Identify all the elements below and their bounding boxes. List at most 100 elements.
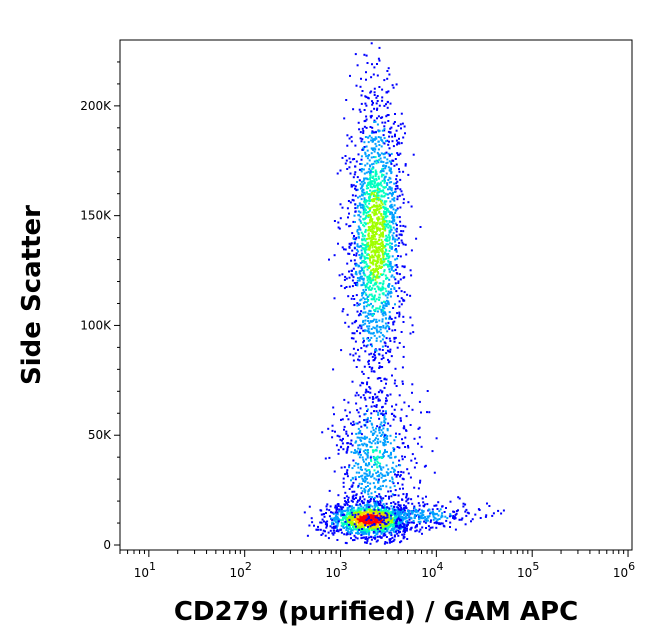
- event-dot: [356, 515, 359, 518]
- event-dot: [381, 338, 384, 341]
- event-dot: [363, 257, 366, 260]
- event-dot: [377, 288, 380, 291]
- event-dot: [381, 116, 384, 119]
- event-dot: [428, 411, 431, 414]
- event-dot: [356, 528, 359, 531]
- event-dot: [378, 431, 381, 434]
- event-dot: [377, 136, 380, 138]
- event-dot: [391, 255, 394, 258]
- event-dot: [378, 234, 381, 236]
- event-dot: [346, 469, 349, 472]
- event-dot: [364, 350, 367, 353]
- event-dot: [375, 282, 378, 285]
- event-dot: [332, 529, 335, 532]
- event-dot: [350, 242, 353, 245]
- event-dot: [348, 515, 351, 518]
- event-dot: [389, 186, 392, 189]
- event-dot: [378, 177, 380, 180]
- event-dot: [388, 283, 391, 286]
- event-dot: [350, 499, 353, 502]
- event-dot: [439, 508, 442, 511]
- event-dot: [382, 164, 385, 167]
- event-dot: [386, 296, 389, 299]
- event-dot: [384, 327, 387, 330]
- event-dot: [356, 181, 358, 183]
- event-dot: [351, 529, 354, 532]
- event-dot: [373, 269, 376, 272]
- event-dot: [440, 516, 443, 519]
- event-dot: [358, 195, 361, 198]
- event-dot: [383, 125, 386, 128]
- event-dot: [352, 276, 355, 279]
- event-dot: [361, 184, 364, 187]
- event-dot: [366, 383, 368, 386]
- event-dot: [357, 444, 360, 447]
- event-dot: [381, 473, 384, 476]
- event-dot: [363, 307, 366, 310]
- event-dot: [373, 318, 376, 321]
- event-dot: [377, 411, 380, 414]
- event-dot: [362, 323, 365, 326]
- event-dot: [365, 531, 368, 533]
- event-dot: [375, 533, 378, 536]
- event-dot: [407, 472, 410, 475]
- event-dot: [362, 531, 365, 534]
- event-dot: [389, 442, 392, 445]
- event-dot: [365, 388, 368, 391]
- event-dot: [382, 243, 384, 246]
- event-dot: [383, 246, 386, 249]
- event-dot: [332, 517, 335, 520]
- event-dot: [379, 229, 382, 232]
- event-dot: [375, 131, 377, 134]
- event-dot: [391, 536, 394, 539]
- event-dot: [358, 527, 361, 530]
- event-dot: [345, 533, 348, 536]
- event-dot: [373, 298, 376, 301]
- event-dot: [373, 221, 376, 224]
- event-dot: [366, 418, 369, 421]
- event-dot: [384, 523, 387, 526]
- event-dot: [370, 76, 373, 79]
- event-dot: [375, 540, 378, 543]
- event-dot: [359, 183, 362, 186]
- event-dot: [357, 524, 360, 527]
- event-dot: [356, 450, 359, 453]
- event-dot: [381, 173, 384, 176]
- event-dot: [355, 402, 358, 405]
- event-dot: [431, 511, 434, 514]
- event-dot: [398, 433, 401, 436]
- event-dot: [377, 272, 380, 275]
- event-dot: [352, 510, 355, 513]
- event-dot: [374, 430, 377, 433]
- event-dot: [384, 527, 387, 530]
- event-dot: [349, 522, 352, 525]
- event-dot: [389, 456, 392, 459]
- event-dot: [376, 446, 379, 449]
- event-dot: [407, 502, 410, 505]
- event-dot: [367, 267, 370, 269]
- event-dot: [347, 518, 349, 521]
- event-dot: [359, 407, 362, 410]
- event-dot: [376, 285, 379, 288]
- event-dot: [363, 344, 366, 347]
- event-dot: [374, 356, 377, 359]
- event-dot: [384, 208, 387, 210]
- event-dot: [354, 203, 357, 206]
- event-dot: [386, 506, 389, 509]
- event-dot: [363, 221, 366, 224]
- event-dot: [418, 508, 421, 511]
- event-dot: [390, 152, 393, 155]
- event-dot: [375, 162, 378, 165]
- event-dot: [348, 242, 351, 245]
- event-dot: [382, 191, 385, 194]
- event-dot: [319, 509, 322, 512]
- event-dot: [388, 497, 390, 500]
- event-dot: [338, 508, 341, 511]
- event-dot: [355, 160, 358, 163]
- event-dot: [381, 424, 384, 427]
- event-dot: [369, 255, 372, 258]
- event-dot: [363, 536, 366, 539]
- event-dot: [364, 164, 367, 167]
- event-dot: [394, 238, 397, 241]
- event-dot: [357, 531, 359, 534]
